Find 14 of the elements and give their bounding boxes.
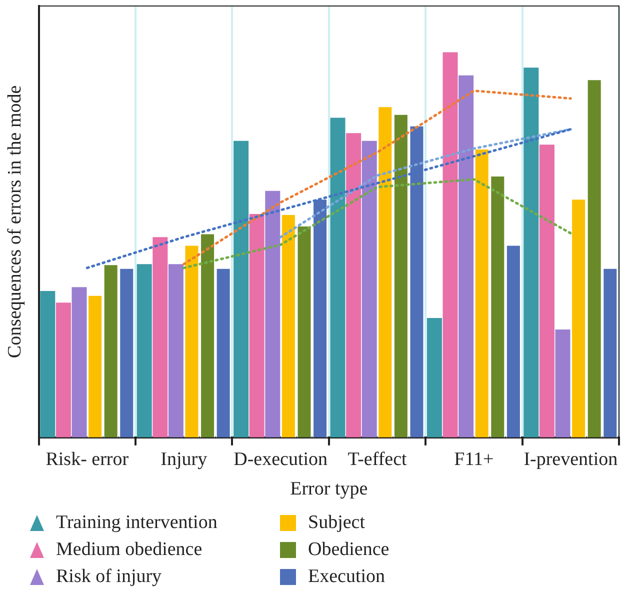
x-tick-label: Injury (160, 448, 208, 470)
x-tick-label: Risk- error (46, 448, 130, 470)
legend-label: Subject (308, 512, 365, 534)
y-axis-title: Consequences of errors in the mode (4, 85, 26, 358)
x-axis-title: Error type (290, 478, 368, 500)
legend-label: Obedience (308, 538, 390, 560)
x-tick-label: T-effect (348, 448, 408, 470)
legend-label: Risk of injury (56, 566, 162, 588)
x-tick-label: F11+ (454, 448, 494, 470)
x-tick-label: D-execution (234, 448, 328, 470)
legend-label: Training intervention (56, 512, 218, 534)
x-tick-label: I-prevention (524, 448, 618, 470)
legend-label: Execution (308, 566, 386, 588)
legend-label: Medium obedience (56, 538, 202, 560)
